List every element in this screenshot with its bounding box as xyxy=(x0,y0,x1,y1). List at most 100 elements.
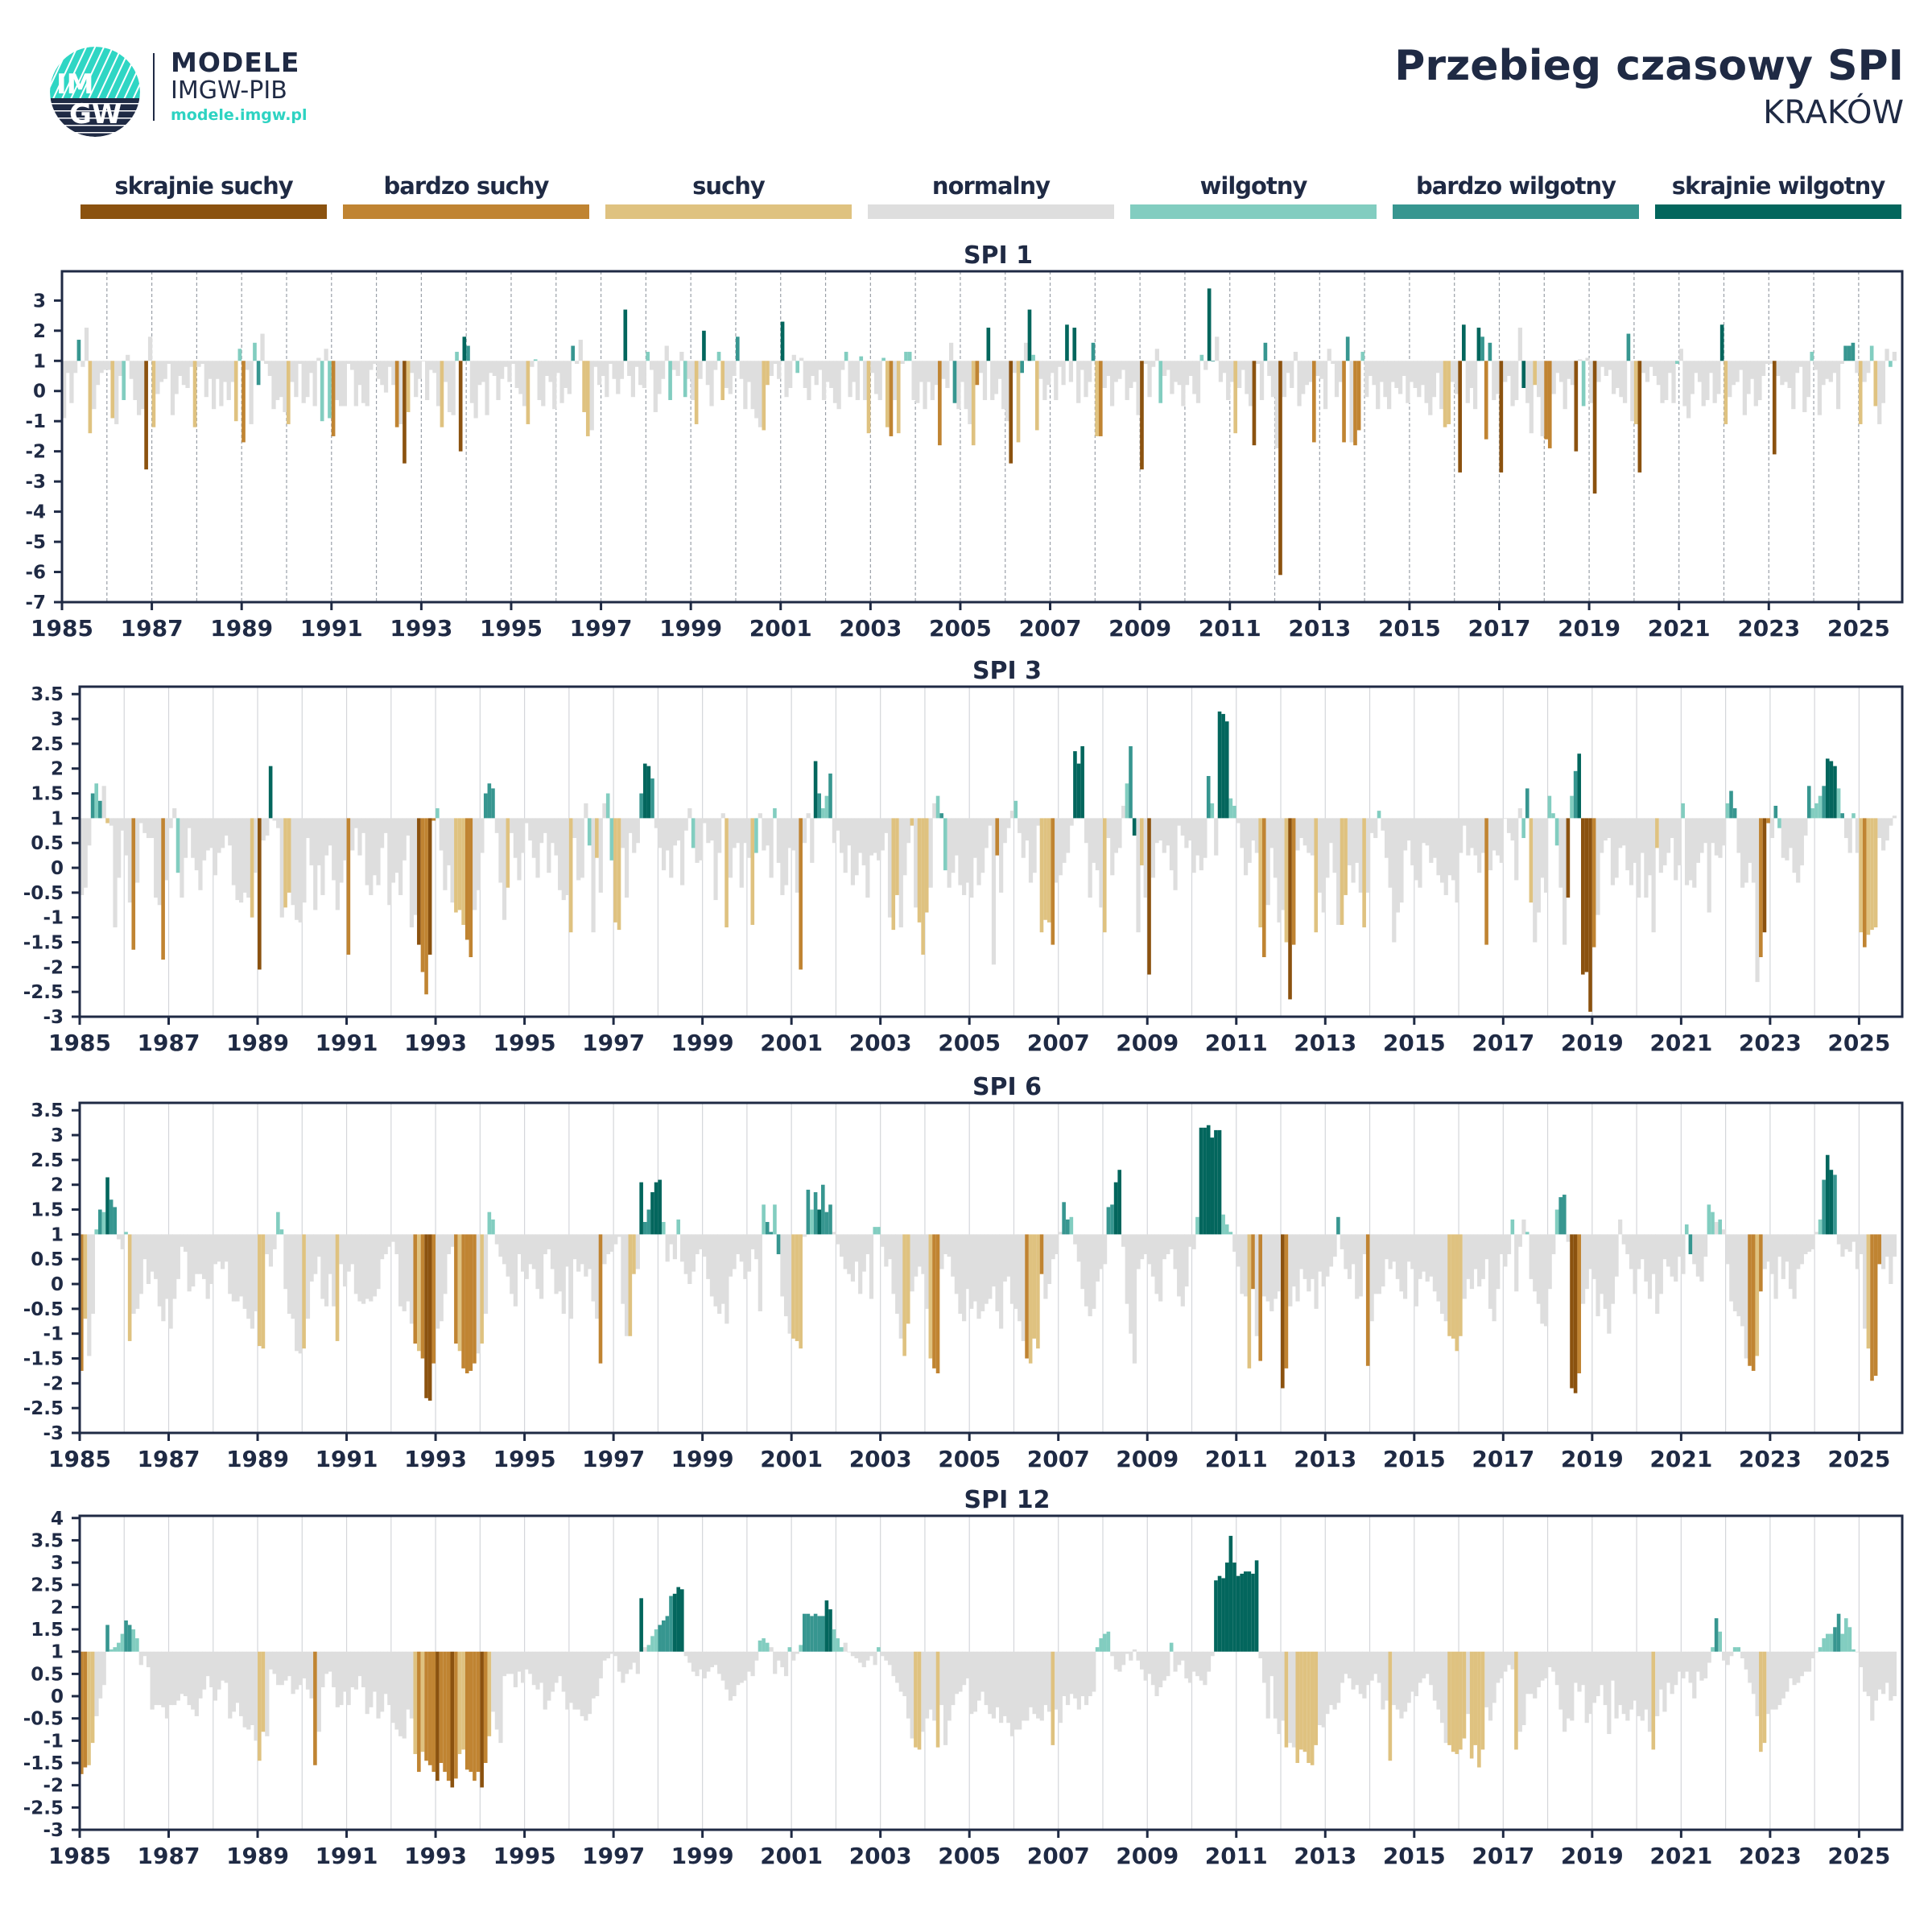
bar-normalny-2000-12 xyxy=(787,818,792,848)
bar-normalny-2016-05 xyxy=(1473,818,1478,856)
bar-normalny-2002-09 xyxy=(865,1234,870,1255)
bar-normalny-1988-12 xyxy=(254,1234,258,1311)
bar-normalny-1986-09 xyxy=(154,1651,159,1706)
bar-skrajnie-wilgotny-2010-07 xyxy=(1214,1580,1218,1652)
bar-normalny-1985-02 xyxy=(65,361,70,374)
bar-wilgotny-2021-01 xyxy=(1681,803,1685,819)
bar-wilgotny-2022-01 xyxy=(1725,803,1730,819)
bar-wilgotny-2024-11 xyxy=(1852,1649,1856,1652)
bar-wilgotny-1989-04 xyxy=(253,342,257,361)
bar-normalny-2019-07 xyxy=(1614,1234,1619,1277)
bar-normalny-1993-04 xyxy=(446,818,452,865)
bar-normalny-2022-02 xyxy=(1729,1651,1734,1657)
x-tick-label: 2009 xyxy=(1116,1030,1179,1056)
bar-bardzo-wilgotny-2016-10 xyxy=(1488,342,1492,361)
bar-normalny-2023-08 xyxy=(1796,1651,1801,1683)
bar-normalny-2022-07 xyxy=(1746,361,1751,394)
bar-normalny-2023-06 xyxy=(1787,361,1792,388)
bar-normalny-1993-02 xyxy=(439,1234,444,1322)
bar-normalny-2016-04 xyxy=(1469,1234,1475,1290)
bar-skrajnie-suchy-2009-01 xyxy=(1147,818,1151,975)
bar-normalny-1995-11 xyxy=(561,1234,566,1315)
brand-url-link[interactable]: modele.imgw.pl xyxy=(171,106,308,124)
bar-normalny-2009-09 xyxy=(1170,361,1174,394)
bar-normalny-2021-06 xyxy=(1699,818,1704,853)
bar-bardzo-suchy-1992-12 xyxy=(431,1234,436,1364)
bar-normalny-2005-01 xyxy=(960,361,965,382)
bar-wilgotny-2002-12 xyxy=(877,1227,881,1235)
bar-normalny-1988-04 xyxy=(224,1651,229,1683)
bar-normalny-2019-06 xyxy=(1610,818,1616,886)
x-tick-label: 1985 xyxy=(48,1030,111,1056)
bar-suchy-2012-10 xyxy=(1314,818,1319,933)
y-tick-label: 1 xyxy=(51,1642,64,1663)
bar-bardzo-wilgotny-2000-09 xyxy=(776,1234,781,1255)
title-block: Przebieg czasowy SPI KRAKÓW xyxy=(1394,40,1904,134)
bar-normalny-1986-11 xyxy=(161,1651,166,1707)
bar-normalny-2022-12 xyxy=(1766,1651,1771,1715)
bar-wilgotny-2008-02 xyxy=(1106,1631,1111,1652)
x-tick-label: 1989 xyxy=(226,1446,289,1472)
bar-normalny-1998-04 xyxy=(669,1234,674,1245)
bar-normalny-2000-12 xyxy=(787,1234,792,1334)
bar-normalny-1986-10 xyxy=(140,361,145,410)
bar-normalny-2015-01 xyxy=(1414,818,1418,881)
bar-wilgotny-1998-01 xyxy=(646,352,650,361)
bar-normalny-2018-10 xyxy=(1581,1651,1586,1686)
bar-normalny-2010-12 xyxy=(1232,1234,1237,1252)
bar-normalny-2008-05 xyxy=(1109,361,1115,407)
y-tick-label: 2 xyxy=(51,759,64,780)
bar-normalny-1995-11 xyxy=(561,1651,566,1692)
bar-normalny-1994-07 xyxy=(502,1651,507,1677)
bar-normalny-1985-07 xyxy=(84,328,89,361)
bar-normalny-2019-05 xyxy=(1607,1651,1612,1735)
bar-normalny-2024-06 xyxy=(1832,361,1837,374)
bar-suchy-2015-11 xyxy=(1451,1651,1455,1752)
bar-normalny-2023-04 xyxy=(1780,361,1785,386)
bar-suchy-1990-10 xyxy=(335,1234,340,1341)
bar-normalny-2011-10 xyxy=(1269,1234,1274,1311)
bar-normalny-2006-07 xyxy=(1036,818,1041,826)
bar-bardzo-wilgotny-2021-03 xyxy=(1688,1234,1693,1255)
bar-normalny-2012-05 xyxy=(1295,818,1300,851)
bar-normalny-2006-03 xyxy=(1021,1234,1026,1341)
bar-normalny-2021-05 xyxy=(1695,818,1700,863)
legend-label: suchy xyxy=(692,172,766,200)
bar-skrajnie-suchy-2006-02 xyxy=(1009,361,1013,464)
x-tick-label: 1997 xyxy=(582,1446,645,1472)
bar-bardzo-suchy-2001-03 xyxy=(799,818,803,970)
bar-normalny-2006-01 xyxy=(1005,361,1009,422)
bar-normalny-1986-03 xyxy=(114,361,119,424)
bar-normalny-1989-03 xyxy=(265,1651,270,1736)
bar-bardzo-suchy-2006-04 xyxy=(1025,1234,1029,1359)
bar-normalny-2017-11 xyxy=(1540,1234,1545,1324)
bar-normalny-2011-03 xyxy=(1243,1234,1249,1297)
bar-normalny-1988-11 xyxy=(250,1651,255,1725)
bar-normalny-2009-06 xyxy=(1166,1234,1170,1255)
bar-normalny-2013-11 xyxy=(1362,1234,1367,1255)
bar-normalny-1991-05 xyxy=(361,818,366,833)
bar-normalny-1999-02 xyxy=(706,1234,711,1279)
bar-normalny-1987-03 xyxy=(159,361,164,382)
bar-normalny-1995-01 xyxy=(510,361,516,365)
bar-wilgotny-2000-05 xyxy=(762,1638,766,1652)
bar-wilgotny-2010-06 xyxy=(1210,803,1215,819)
bar-normalny-2009-05 xyxy=(1162,818,1166,853)
bar-wilgotny-2002-11 xyxy=(873,1227,877,1235)
bar-skrajnie-wilgotny-2001-08 xyxy=(817,1209,821,1235)
bar-normalny-2004-11 xyxy=(961,1234,967,1322)
bar-normalny-2009-09 xyxy=(1177,818,1182,826)
bar-normalny-2009-03 xyxy=(1154,1651,1159,1697)
bar-normalny-2023-05 xyxy=(1785,818,1790,861)
bar-normalny-2015-05 xyxy=(1424,361,1429,403)
bar-normalny-2023-06 xyxy=(1788,1651,1794,1678)
bar-normalny-2019-10 xyxy=(1625,818,1630,871)
bar-bardzo-suchy-2022-12 xyxy=(1766,818,1770,824)
x-tick-label: 1989 xyxy=(226,1843,289,1869)
bar-normalny-2013-02 xyxy=(1328,1234,1334,1267)
bar-bardzo-suchy-2004-04 xyxy=(935,1234,940,1374)
x-tick-label: 1989 xyxy=(210,615,273,642)
bar-normalny-2025-07 xyxy=(1880,361,1886,403)
bar-normalny-2022-09 xyxy=(1755,818,1760,982)
bar-normalny-2003-10 xyxy=(914,1234,919,1277)
